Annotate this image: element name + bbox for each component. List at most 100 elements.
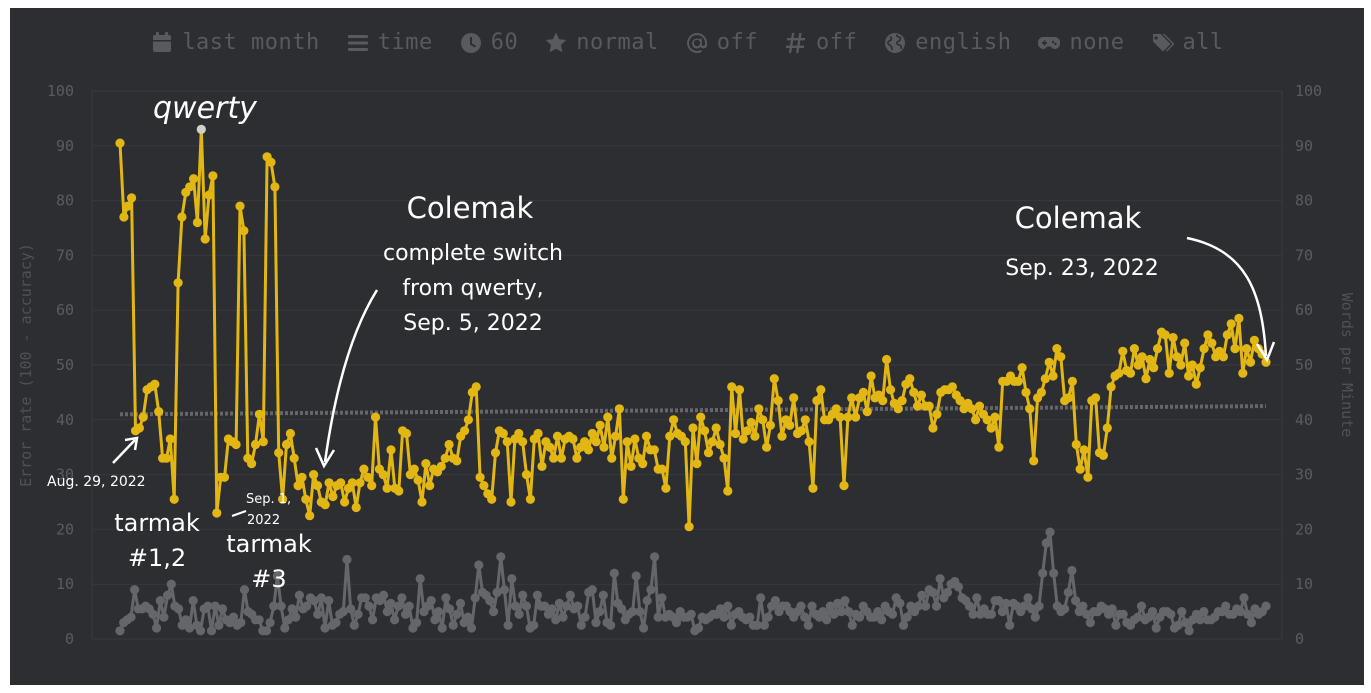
wpm-point[interactable] xyxy=(549,453,559,463)
error-rate-point[interactable] xyxy=(1005,620,1015,630)
wpm-point[interactable] xyxy=(583,445,594,455)
wpm-point[interactable] xyxy=(518,437,528,447)
error-rate-point[interactable] xyxy=(272,571,282,581)
error-rate-point[interactable] xyxy=(401,609,411,619)
wpm-point[interactable] xyxy=(1180,338,1190,348)
wpm-point[interactable] xyxy=(1091,393,1101,403)
wpm-point[interactable] xyxy=(1056,352,1066,362)
wpm-point[interactable] xyxy=(235,201,245,211)
error-rate-point[interactable] xyxy=(598,590,608,600)
wpm-point[interactable] xyxy=(1029,456,1039,466)
wpm-point[interactable] xyxy=(684,522,694,532)
error-rate-point[interactable] xyxy=(587,585,597,595)
error-rate-point[interactable] xyxy=(997,607,1008,617)
error-rate-point[interactable] xyxy=(265,618,275,628)
wpm-point[interactable] xyxy=(1021,387,1031,397)
error-rate-point[interactable] xyxy=(565,590,575,600)
wpm-point[interactable] xyxy=(204,190,214,200)
wpm-point[interactable] xyxy=(897,396,907,406)
wpm-point[interactable] xyxy=(1187,360,1197,370)
wpm-point[interactable] xyxy=(734,385,745,395)
error-rate-point[interactable] xyxy=(309,596,319,606)
wpm-point[interactable] xyxy=(622,437,632,447)
error-rate-point[interactable] xyxy=(917,590,927,600)
error-rate-point[interactable] xyxy=(426,596,436,606)
error-rate-point[interactable] xyxy=(646,585,656,595)
wpm-point[interactable] xyxy=(258,437,268,447)
wpm-point[interactable] xyxy=(305,511,315,521)
wpm-point[interactable] xyxy=(525,494,536,504)
wpm-point[interactable] xyxy=(587,428,597,439)
wpm-point[interactable] xyxy=(769,374,779,384)
wpm-point[interactable] xyxy=(274,448,284,458)
error-rate-point[interactable] xyxy=(606,620,616,630)
error-rate-point[interactable] xyxy=(217,604,228,614)
wpm-point[interactable] xyxy=(1044,357,1054,367)
wpm-point[interactable] xyxy=(1129,344,1139,354)
wpm-point[interactable] xyxy=(324,478,334,488)
wpm-point[interactable] xyxy=(1114,368,1124,378)
error-rate-point[interactable] xyxy=(1071,596,1081,606)
error-rate-point[interactable] xyxy=(195,626,206,636)
wpm-point[interactable] xyxy=(506,497,516,507)
wpm-point[interactable] xyxy=(359,464,369,474)
wpm-point[interactable] xyxy=(320,500,330,510)
wpm-point[interactable] xyxy=(378,470,388,480)
error-rate-point[interactable] xyxy=(342,554,352,565)
wpm-point[interactable] xyxy=(924,401,934,411)
wpm-point[interactable] xyxy=(858,387,869,397)
wpm-point[interactable] xyxy=(239,226,249,236)
error-rate-point[interactable] xyxy=(353,609,363,619)
error-rate-point[interactable] xyxy=(1136,601,1147,611)
error-rate-point[interactable] xyxy=(364,601,374,611)
error-rate-point[interactable] xyxy=(829,609,839,619)
error-rate-point[interactable] xyxy=(1045,527,1055,537)
wpm-point[interactable] xyxy=(1133,360,1143,370)
wpm-point[interactable] xyxy=(297,472,307,482)
error-rate-point[interactable] xyxy=(185,623,195,633)
wpm-point[interactable] xyxy=(475,472,485,482)
error-rate-point[interactable] xyxy=(551,615,561,625)
error-rate-point[interactable] xyxy=(302,601,312,611)
wpm-point[interactable] xyxy=(657,464,667,474)
wpm-point[interactable] xyxy=(401,428,412,439)
error-rate-point[interactable] xyxy=(466,623,477,633)
error-rate-point[interactable] xyxy=(1038,568,1048,578)
error-rate-point[interactable] xyxy=(448,620,458,630)
wpm-point[interactable] xyxy=(421,459,431,469)
error-rate-point[interactable] xyxy=(313,609,323,619)
wpm-point[interactable] xyxy=(746,417,756,428)
error-rate-point[interactable] xyxy=(159,612,169,622)
wpm-point[interactable] xyxy=(192,217,202,228)
error-rate-point[interactable] xyxy=(320,623,330,633)
error-rate-point[interactable] xyxy=(898,620,909,630)
wpm-point[interactable] xyxy=(765,420,776,430)
error-rate-point[interactable] xyxy=(1147,607,1158,617)
wpm-point[interactable] xyxy=(568,434,578,444)
error-rate-point[interactable] xyxy=(1239,593,1249,603)
error-rate-point[interactable] xyxy=(964,601,975,611)
wpm-point[interactable] xyxy=(1195,363,1205,373)
error-rate-point[interactable] xyxy=(822,615,832,625)
wpm-point[interactable] xyxy=(808,483,818,493)
wpm-point[interactable] xyxy=(994,442,1004,452)
error-rate-point[interactable] xyxy=(1041,538,1051,548)
error-rate-point[interactable] xyxy=(1078,601,1088,611)
wpm-point[interactable] xyxy=(796,426,807,436)
error-rate-point[interactable] xyxy=(796,601,806,611)
error-rate-point[interactable] xyxy=(430,615,440,625)
wpm-point[interactable] xyxy=(502,437,512,447)
wpm-point[interactable] xyxy=(347,478,357,488)
wpm-point[interactable] xyxy=(1052,344,1062,354)
wpm-point[interactable] xyxy=(266,157,276,167)
wpm-point[interactable] xyxy=(1203,330,1213,340)
error-rate-point[interactable] xyxy=(895,598,905,609)
wpm-point[interactable] xyxy=(289,453,299,463)
error-rate-point[interactable] xyxy=(726,620,737,630)
wpm-point[interactable] xyxy=(1164,368,1174,378)
error-rate-point[interactable] xyxy=(166,579,176,589)
wpm-point[interactable] xyxy=(789,393,799,403)
wpm-point[interactable] xyxy=(1245,357,1256,367)
wpm-point[interactable] xyxy=(452,456,462,466)
wpm-point[interactable] xyxy=(208,171,218,181)
